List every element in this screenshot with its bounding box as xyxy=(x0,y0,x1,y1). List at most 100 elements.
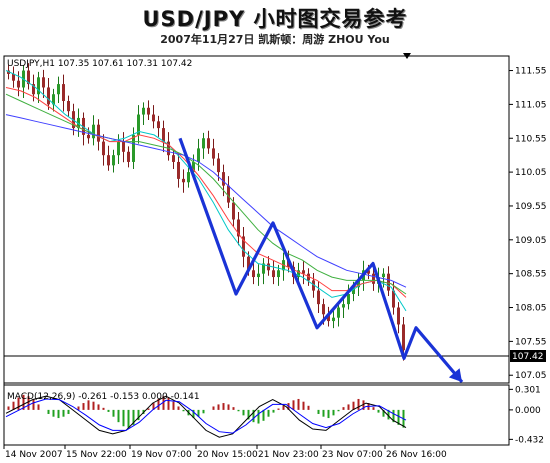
macd-info-label: MACD(12,26,9) -0.261 -0.153 0.000 -0.141 xyxy=(7,392,200,402)
candle-body xyxy=(352,287,355,294)
price-tick-label: 107.55 xyxy=(515,337,547,347)
candle-body xyxy=(152,114,155,122)
candle-body xyxy=(132,134,135,162)
candle-body xyxy=(387,273,390,291)
page-subtitle: 2007年11月27日 凯斯顿：周游 ZHOU You xyxy=(160,33,390,46)
candle-body xyxy=(222,172,225,186)
price-tick-label: 110.05 xyxy=(515,168,547,178)
zigzag-line xyxy=(178,137,464,384)
macd-line-0 xyxy=(5,395,407,438)
ma-line-2 xyxy=(5,93,407,295)
candle-body xyxy=(107,155,110,166)
macd-axis: 0.301 0.000 -0.432 xyxy=(509,385,544,445)
candle-body xyxy=(392,290,395,308)
time-tick-label: 23 Nov 07:00 xyxy=(322,450,383,460)
time-tick-label: 21 Nov 23:00 xyxy=(258,450,319,460)
candle-body xyxy=(327,314,330,322)
candle-body xyxy=(32,84,35,95)
candle-body xyxy=(202,138,205,149)
price-tick-label: 111.05 xyxy=(515,100,547,110)
candle-body xyxy=(177,161,180,179)
candle-body xyxy=(322,304,325,315)
candle-body xyxy=(337,307,340,318)
candle-body xyxy=(227,185,230,203)
candle-body xyxy=(197,148,200,162)
candle-body xyxy=(267,263,270,271)
ma-line-1 xyxy=(5,87,407,298)
price-info-label: USDJPY,H1 107.35 107.61 107.31 107.42 xyxy=(7,59,192,69)
ma-line-3 xyxy=(5,114,407,288)
candle-body xyxy=(87,134,90,139)
candle-body xyxy=(237,219,240,237)
ma-line-0 xyxy=(5,70,407,312)
candle-body xyxy=(157,121,160,129)
zigzag-forecast xyxy=(178,137,464,384)
current-price-label: 107.42 xyxy=(512,352,544,362)
candle-body xyxy=(127,151,130,162)
zigzag-arrowhead xyxy=(448,368,462,382)
page-title: USD/JPY 小时图交易参考 xyxy=(142,7,408,31)
candle-body xyxy=(47,87,50,105)
current-price-badge xyxy=(510,350,546,362)
candle-body xyxy=(357,280,360,288)
candle-body xyxy=(342,304,345,308)
candle-body xyxy=(17,80,20,88)
time-tick-label: 15 Nov 22:00 xyxy=(66,450,127,460)
candle-body xyxy=(212,148,215,159)
macd-tick-label: 0.000 xyxy=(515,406,541,416)
macd-panel xyxy=(3,384,510,446)
candle-body xyxy=(277,270,280,278)
candle-body xyxy=(12,73,15,81)
candle-body xyxy=(217,158,220,173)
chart-shift-marker xyxy=(403,53,411,59)
time-tick-label: 19 Nov 07:00 xyxy=(131,450,192,460)
candle-body xyxy=(347,293,350,305)
candle-body xyxy=(82,117,85,135)
candle-body xyxy=(52,94,55,105)
price-tick-label: 107.05 xyxy=(515,371,547,381)
candle-body xyxy=(67,101,70,112)
candle-body xyxy=(182,178,185,183)
candle-body xyxy=(92,124,95,139)
candle-body xyxy=(297,270,300,278)
candle-body xyxy=(302,270,305,274)
candle-body xyxy=(242,236,245,257)
price-tick-label: 108.05 xyxy=(515,304,547,314)
macd-line-1 xyxy=(5,398,407,434)
candle-body xyxy=(57,84,60,95)
candle-body xyxy=(102,141,105,156)
candle-body xyxy=(62,84,65,102)
candle-body xyxy=(137,114,140,135)
candle-body xyxy=(112,155,115,166)
candle-body xyxy=(147,107,150,115)
candle-body xyxy=(382,273,385,278)
candle-body xyxy=(372,273,375,284)
candle-body xyxy=(367,270,370,274)
candle-body xyxy=(402,324,405,351)
price-tick-label: 109.05 xyxy=(515,236,547,246)
candle-body xyxy=(97,124,100,142)
price-tick-label: 109.55 xyxy=(515,202,547,212)
time-tick-label: 20 Nov 15:00 xyxy=(197,450,258,460)
candle-body xyxy=(42,77,45,88)
candle-body xyxy=(192,161,195,173)
candle-body xyxy=(7,70,10,74)
price-axis: 111.55 111.05 110.55 110.05 109.55 109.05 108.… xyxy=(509,67,547,381)
time-tick-label: 14 Nov 2007 xyxy=(5,450,63,460)
candle-body xyxy=(122,141,125,152)
candle-body xyxy=(207,138,210,149)
candle-body xyxy=(142,107,145,115)
price-tick-label: 110.55 xyxy=(515,134,547,144)
price-tick-label: 108.55 xyxy=(515,270,547,280)
candle-body xyxy=(257,273,260,278)
candle-body xyxy=(312,280,315,291)
candle-body xyxy=(247,256,250,271)
candle-body xyxy=(117,141,120,156)
candle-body xyxy=(232,202,235,220)
macd-tick-label: 0.301 xyxy=(515,385,541,395)
candle-body xyxy=(332,317,335,322)
price-tick-label: 111.55 xyxy=(515,67,547,77)
moving-averages-layer xyxy=(5,70,407,312)
macd-tick-label: -0.432 xyxy=(515,435,544,445)
